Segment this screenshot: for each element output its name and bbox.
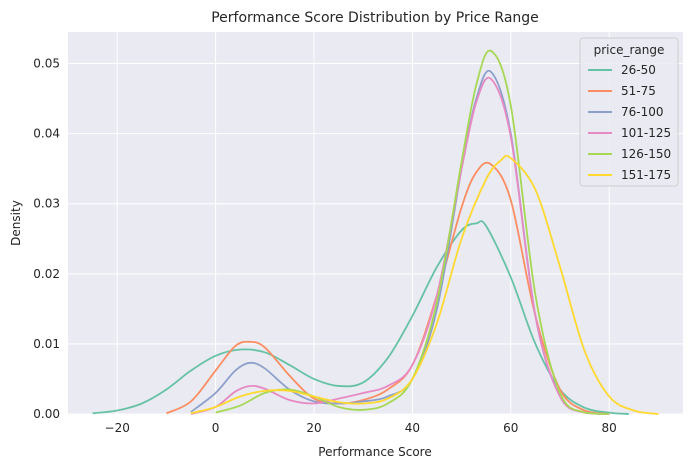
y-tick-label: 0.02	[33, 267, 60, 281]
y-tick-label: 0.00	[33, 407, 60, 421]
density-line-26-50	[92, 220, 629, 415]
x-axis-ticks: −20 0 20 40 60 80	[105, 421, 617, 435]
legend-label: 51-75	[621, 84, 656, 98]
y-tick-label: 0.03	[33, 197, 60, 211]
y-axis-title: Density	[9, 200, 23, 246]
x-tick-label: 40	[405, 421, 420, 435]
density-line-151-175	[190, 154, 659, 415]
x-tick-label: −20	[105, 421, 130, 435]
legend-label: 76-100	[621, 105, 664, 119]
x-tick-label: 0	[212, 421, 220, 435]
legend: price_range 26-50 51-75 76-100 101-125 126-1…	[579, 37, 679, 187]
legend-label: 126-150	[621, 147, 671, 161]
legend-label: 26-50	[621, 63, 656, 77]
x-tick-label: 20	[306, 421, 321, 435]
x-tick-label: 60	[503, 421, 518, 435]
legend-label: 151-175	[621, 168, 671, 182]
x-tick-label: 80	[602, 421, 617, 435]
chart-title: Performance Score Distribution by Price …	[211, 10, 539, 26]
x-axis-title: Performance Score	[318, 445, 431, 459]
y-tick-label: 0.04	[33, 127, 60, 141]
density-line-126-150	[215, 49, 610, 415]
density-curves	[92, 49, 659, 415]
legend-label: 101-125	[621, 126, 671, 140]
y-axis-ticks: 0.00 0.01 0.02 0.03 0.04 0.05	[33, 57, 60, 421]
y-tick-label: 0.05	[33, 57, 60, 71]
y-tick-label: 0.01	[33, 337, 60, 351]
legend-box	[579, 37, 679, 187]
legend-items: 26-50 51-75 76-100 101-125 126-150 151-175	[588, 63, 671, 182]
density-line-51-75	[166, 161, 610, 415]
density-line-101-125	[190, 76, 610, 415]
legend-title: price_range	[594, 43, 665, 57]
